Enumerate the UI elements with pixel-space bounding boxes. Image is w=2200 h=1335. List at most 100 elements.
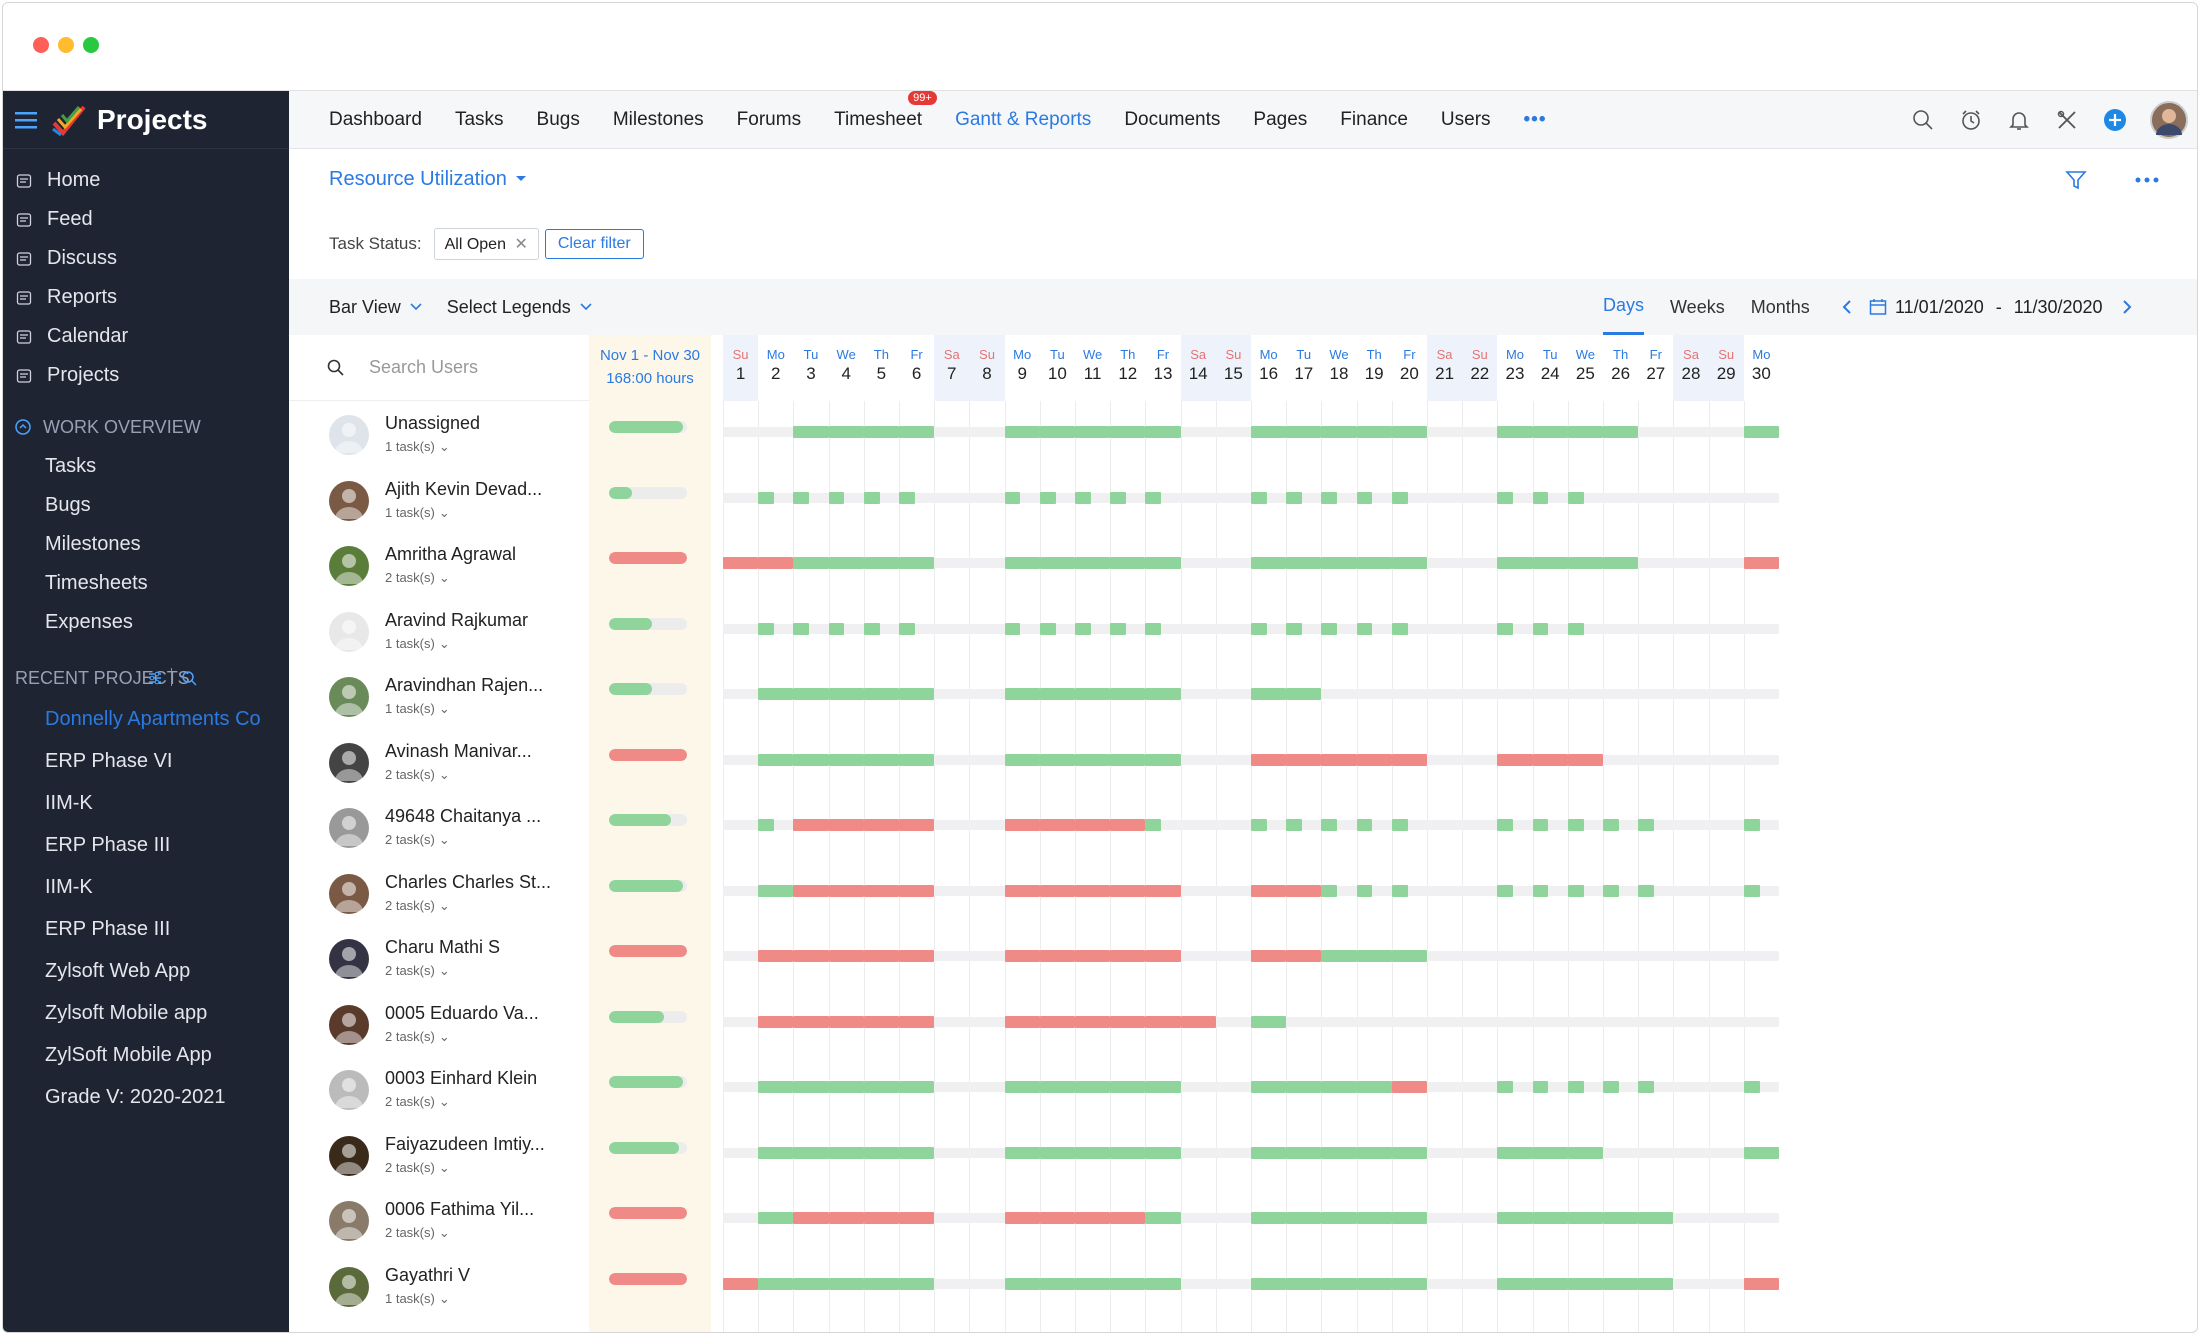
- allocation-bar[interactable]: [1356, 819, 1373, 831]
- allocation-bar[interactable]: [758, 1081, 794, 1093]
- allocation-bar[interactable]: [828, 950, 864, 962]
- allocation-bar[interactable]: [1286, 819, 1303, 831]
- nav-forums[interactable]: Forums: [737, 109, 801, 131]
- allocation-bar[interactable]: [1004, 1277, 1040, 1290]
- allocation-bar[interactable]: [1321, 557, 1357, 569]
- allocation-bar[interactable]: [758, 950, 794, 962]
- allocation-bar[interactable]: [1356, 1277, 1392, 1290]
- allocation-bar[interactable]: [1075, 819, 1111, 831]
- allocation-bar[interactable]: [793, 819, 829, 831]
- allocation-bar[interactable]: [1075, 426, 1111, 438]
- allocation-bar[interactable]: [1603, 819, 1619, 831]
- allocation-bar[interactable]: [828, 884, 864, 897]
- allocation-bar[interactable]: [899, 557, 935, 569]
- allocation-bar[interactable]: [793, 1081, 829, 1093]
- allocation-bar[interactable]: [863, 819, 899, 831]
- allocation-bar[interactable]: [793, 950, 829, 962]
- allocation-bar[interactable]: [1532, 1081, 1549, 1093]
- profile-avatar[interactable]: [2139, 101, 2197, 139]
- user-row[interactable]: 0005 Eduardo Va... 2 task(s) ⌄: [289, 991, 589, 1057]
- nav-finance[interactable]: Finance: [1340, 109, 1408, 131]
- allocation-bar[interactable]: [1039, 1146, 1075, 1159]
- allocation-bar[interactable]: [1039, 753, 1075, 766]
- allocation-bar[interactable]: [1356, 622, 1373, 635]
- view-tab-days[interactable]: Days: [1603, 279, 1645, 335]
- report-selector[interactable]: Resource Utilization: [329, 167, 507, 190]
- allocation-bar[interactable]: [1110, 1277, 1146, 1290]
- allocation-bar[interactable]: [1391, 1146, 1427, 1159]
- allocation-bar[interactable]: [828, 688, 864, 700]
- search-icon[interactable]: [1899, 109, 1947, 131]
- allocation-bar[interactable]: [1497, 426, 1533, 438]
- allocation-bar[interactable]: [1391, 884, 1408, 897]
- allocation-bar[interactable]: [1532, 491, 1549, 504]
- allocation-bar[interactable]: [1039, 426, 1075, 438]
- allocation-bar[interactable]: [1110, 950, 1146, 962]
- recent-project-item[interactable]: ERP Phase VI: [45, 749, 173, 772]
- user-row[interactable]: 0006 Fathima Yil... 2 task(s) ⌄: [289, 1187, 589, 1253]
- allocation-bar[interactable]: [1251, 884, 1287, 897]
- allocation-bar[interactable]: [1356, 884, 1373, 897]
- allocation-bar[interactable]: [1567, 819, 1584, 831]
- allocation-bar[interactable]: [758, 1212, 794, 1224]
- allocation-bar[interactable]: [1638, 819, 1655, 831]
- allocation-bar[interactable]: [1251, 1277, 1287, 1290]
- allocation-bar[interactable]: [1039, 491, 1056, 504]
- allocation-bar[interactable]: [1321, 819, 1338, 831]
- allocation-bar[interactable]: [1497, 622, 1514, 635]
- allocation-bar[interactable]: [758, 884, 794, 897]
- sidebar-item-discuss[interactable]: Discuss: [3, 239, 289, 278]
- allocation-bar[interactable]: [1110, 426, 1146, 438]
- allocation-bar[interactable]: [1110, 819, 1146, 831]
- allocation-bar[interactable]: [1391, 1212, 1427, 1224]
- tools-icon[interactable]: [2043, 109, 2091, 131]
- allocation-bar[interactable]: [1391, 1277, 1427, 1290]
- allocation-bar[interactable]: [1567, 884, 1584, 897]
- allocation-bar[interactable]: [1039, 557, 1075, 569]
- allocation-bar[interactable]: [1004, 1146, 1040, 1159]
- allocation-bar[interactable]: [1145, 1212, 1181, 1224]
- allocation-bar[interactable]: [1286, 426, 1322, 438]
- allocation-bar[interactable]: [1286, 753, 1322, 766]
- allocation-bar[interactable]: [1743, 557, 1779, 569]
- allocation-bar[interactable]: [1039, 688, 1075, 700]
- allocation-bar[interactable]: [1110, 557, 1146, 569]
- work-overview-header[interactable]: WORK OVERVIEW: [3, 407, 289, 447]
- allocation-bar[interactable]: [1356, 491, 1373, 504]
- allocation-bar[interactable]: [1532, 753, 1568, 766]
- allocation-bar[interactable]: [1497, 491, 1514, 504]
- allocation-bar[interactable]: [723, 1277, 759, 1290]
- nav-timesheet[interactable]: Timesheet 99+: [834, 90, 937, 131]
- allocation-bar[interactable]: [1603, 1277, 1639, 1290]
- allocation-bar[interactable]: [758, 819, 775, 831]
- allocation-bar[interactable]: [1145, 557, 1181, 569]
- allocation-bar[interactable]: [828, 1146, 864, 1159]
- work-overview-item[interactable]: Timesheets: [45, 572, 148, 594]
- clear-filter-button[interactable]: Clear filter: [544, 229, 644, 259]
- allocation-bar[interactable]: [1075, 1212, 1111, 1224]
- allocation-bar[interactable]: [1532, 884, 1549, 897]
- allocation-bar[interactable]: [1251, 557, 1287, 569]
- allocation-bar[interactable]: [1603, 884, 1619, 897]
- allocation-bar[interactable]: [1251, 426, 1287, 438]
- sidebar-item-calendar[interactable]: Calendar: [3, 317, 289, 356]
- allocation-bar[interactable]: [1145, 819, 1162, 831]
- allocation-bar[interactable]: [1145, 688, 1181, 700]
- date-to[interactable]: 11/30/2020: [2013, 296, 2103, 317]
- allocation-bar[interactable]: [1497, 1212, 1533, 1224]
- allocation-bar[interactable]: [723, 557, 759, 569]
- allocation-bar[interactable]: [1286, 491, 1303, 504]
- allocation-bar[interactable]: [863, 1146, 899, 1159]
- allocation-bar[interactable]: [1039, 622, 1056, 635]
- allocation-bar[interactable]: [1391, 557, 1427, 569]
- allocation-bar[interactable]: [863, 491, 880, 504]
- allocation-bar[interactable]: [1075, 1081, 1111, 1093]
- work-overview-item[interactable]: Tasks: [45, 455, 97, 477]
- allocation-bar[interactable]: [899, 622, 915, 635]
- nav-users[interactable]: Users: [1441, 109, 1491, 131]
- allocation-bar[interactable]: [1110, 1081, 1146, 1093]
- allocation-bar[interactable]: [1356, 950, 1392, 962]
- allocation-bar[interactable]: [1638, 884, 1655, 897]
- allocation-bar[interactable]: [899, 884, 935, 897]
- allocation-bar[interactable]: [1251, 819, 1267, 831]
